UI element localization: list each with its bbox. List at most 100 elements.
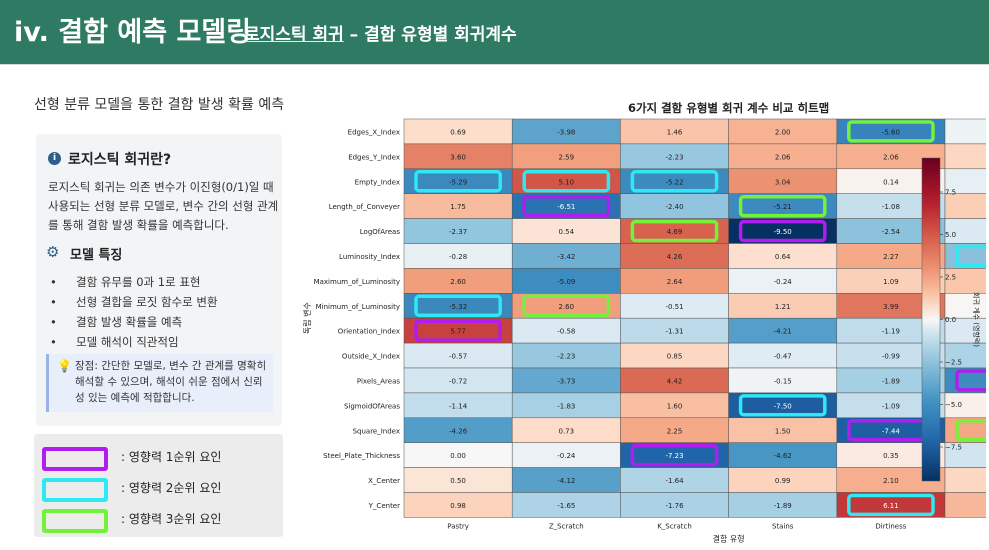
heatmap-cell	[620, 193, 729, 219]
cell-value: -1.64	[665, 477, 684, 485]
heatmap-cell	[728, 243, 838, 269]
cell-value: -1.65	[557, 502, 575, 510]
highlight-legend: : 영향력 1순위 요인 : 영향력 2순위 요인 : 영향력 3순위 요인	[34, 434, 283, 537]
cell-value: -0.24	[774, 278, 793, 286]
cell-value: 0.00	[450, 452, 466, 460]
colorbar-tick-label: 2.5	[945, 274, 956, 282]
heatmap-cell	[620, 243, 729, 269]
cell-value: 4.26	[667, 253, 683, 261]
column-label: K_Scratch	[657, 522, 692, 530]
heatmap-cell	[728, 168, 838, 194]
heatmap-cell	[403, 193, 513, 219]
cell-value: 1.75	[450, 203, 466, 211]
heatmap-cell	[728, 367, 838, 394]
cell-value: 2.00	[775, 128, 791, 136]
y-axis-label: 독립 변수	[302, 302, 312, 334]
row-label: Orientation_Index	[338, 328, 400, 336]
lightbulb-icon: 💡	[57, 359, 72, 373]
heatmap-cell	[620, 268, 729, 294]
cell-value: -4.12	[557, 477, 575, 485]
rank-highlight-box	[847, 120, 935, 143]
cell-value: -5.09	[557, 278, 575, 286]
colorbar-tick-label: 0.0	[945, 316, 956, 324]
cell-value: 1.09	[883, 278, 899, 286]
cell-value: 0.69	[450, 128, 466, 136]
heatmap-cell	[511, 268, 621, 294]
heatmap-cell	[944, 168, 986, 194]
heatmap-cell	[403, 243, 513, 269]
cell-value: -2.23	[557, 353, 575, 361]
heatmap-cell	[511, 317, 621, 344]
rank-highlight-box	[522, 194, 611, 218]
cell-value: -1.89	[774, 502, 792, 510]
info-title: 로지스틱 회귀란?	[68, 152, 172, 168]
cell-value: -0.47	[774, 353, 792, 361]
cell-value: 0.54	[559, 228, 575, 236]
rank-highlight-box	[630, 219, 719, 243]
cell-value: -2.54	[882, 228, 901, 236]
cell-value: -6.51	[557, 203, 575, 211]
row-label: Empty_Index	[355, 178, 400, 186]
cell-value: -3.73	[557, 377, 575, 385]
heatmap-cell	[511, 143, 621, 170]
cell-value: 2.06	[883, 153, 899, 161]
row-label: Y_Center	[368, 502, 400, 510]
x-axis-label: 결함 유형	[713, 533, 745, 543]
cell-value: 2.64	[667, 278, 683, 286]
tip-box: 💡 장점: 간단한 모델로, 변수 간 관계를 명확히 해석할 수 있으며, 해…	[46, 354, 273, 412]
cell-value: 1.46	[667, 128, 683, 136]
cell-value: -0.58	[557, 328, 575, 336]
subtitle-rest: – 결함 유형별 회귀계수	[343, 25, 517, 45]
column-label: Dirtiness	[875, 522, 906, 530]
cell-value: -7.23	[665, 452, 683, 460]
heatmap-cell	[620, 342, 729, 369]
gear-icon: ⚙	[46, 243, 60, 261]
subtitle-prefix: 로지스틱 회귀	[244, 25, 344, 45]
rank-highlight-box	[414, 294, 502, 317]
cell-value: -5.29	[449, 178, 467, 186]
heatmap-cell	[728, 492, 838, 518]
cell-value: 0.98	[450, 502, 466, 510]
cell-value: 1.60	[667, 402, 683, 410]
row-label: Steel_Plate_Thickness	[323, 452, 400, 460]
heatmap-cell	[620, 143, 729, 170]
heatmap-cell	[403, 143, 513, 170]
row-label: Minimum_of_Luminosity	[316, 303, 400, 311]
colorbar-label: 회귀 계수 (영향력)	[972, 292, 981, 347]
cell-value: -5.32	[449, 303, 467, 311]
cell-value: 4.42	[667, 377, 683, 385]
heatmap-cell	[728, 442, 838, 468]
rank-highlight-box	[522, 170, 611, 193]
heatmap-cell	[511, 218, 621, 244]
cell-value: -3.98	[557, 128, 575, 136]
legend-label-rank1: : 영향력 1순위 요인	[121, 450, 222, 464]
cell-value: 3.99	[883, 303, 899, 311]
title-bar: iv. 결함 예측 모델링 로지스틱 회귀 – 결함 유형별 회귀계수	[0, 0, 989, 64]
cell-value: 2.60	[450, 278, 466, 286]
cell-value: -5.21	[774, 203, 792, 211]
heatmap-cell	[944, 317, 986, 344]
heatmap-cell	[620, 367, 729, 394]
heatmap-cell	[620, 317, 729, 344]
cell-value: -0.28	[449, 253, 467, 261]
cell-value: -7.50	[774, 402, 792, 410]
cell-value: 5.10	[559, 178, 575, 186]
cell-value: 1.21	[775, 303, 791, 311]
cell-value: -9.50	[774, 228, 792, 236]
heatmap-cell	[620, 293, 729, 319]
heatmap-cell	[944, 492, 986, 518]
row-label: Edges_Y_Index	[348, 153, 400, 161]
list-item: • 선형 결합을 로짓 함수로 변환	[50, 295, 218, 309]
heatmap-cell	[944, 467, 986, 493]
cell-value: -1.09	[882, 402, 900, 410]
tip-text: 장점: 간단한 모델로, 변수 간 관계를 명확히 해석할 수 있으며, 해석이…	[75, 360, 267, 404]
cell-value: -0.15	[774, 377, 792, 385]
cell-value: -4.21	[774, 328, 792, 336]
cell-value: 2.27	[883, 253, 899, 261]
cell-value: 3.60	[450, 153, 466, 161]
cell-value: -1.89	[882, 377, 900, 385]
row-label: Square_Index	[353, 427, 400, 435]
heatmap-cell	[944, 143, 986, 170]
list-item: • 결함 발생 확률을 예측	[50, 315, 183, 329]
section-heading: 선형 분류 모델을 통한 결함 발생 확률 예측	[34, 97, 285, 113]
